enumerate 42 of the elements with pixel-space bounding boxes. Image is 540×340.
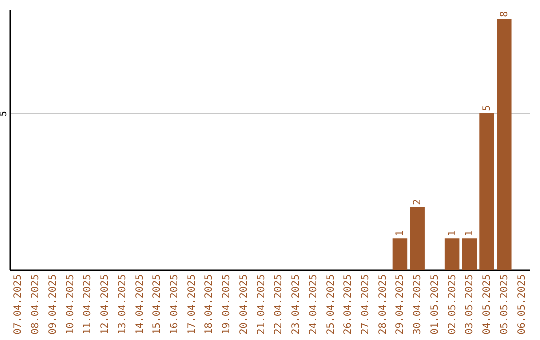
x-tick-label: 09.04.2025 xyxy=(48,274,59,335)
x-tick-label: 18.04.2025 xyxy=(204,274,216,335)
bar xyxy=(497,19,512,270)
bar xyxy=(392,238,408,270)
x-tick-label: 16.04.2025 xyxy=(170,274,181,335)
x-tick-label: 11.04.2025 xyxy=(82,274,94,335)
x-tick-label: 20.04.2025 xyxy=(238,274,250,335)
bar xyxy=(480,113,494,270)
x-tick-label: 08.04.2025 xyxy=(30,274,42,335)
x-tick-label: 27.04.2025 xyxy=(360,274,372,335)
x-tick-label: 13.04.2025 xyxy=(117,274,128,335)
x-tick-label: 21.04.2025 xyxy=(256,274,268,335)
x-tick-label: 29.04.2025 xyxy=(395,274,406,335)
x-tick-label: 12.04.2025 xyxy=(100,274,112,335)
x-tick-label: 01.05.2025 xyxy=(430,274,441,335)
data-label: 1 xyxy=(464,230,476,237)
x-tick-label: 25.04.2025 xyxy=(326,274,337,335)
x-tick-label: 24.04.2025 xyxy=(308,274,320,335)
data-label: 2 xyxy=(412,199,424,206)
x-tick-label: 22.04.2025 xyxy=(274,274,285,335)
x-tick-label: 28.04.2025 xyxy=(378,274,389,335)
data-label: 8 xyxy=(499,11,510,18)
data-label: 1 xyxy=(395,230,406,237)
x-tick-label: 05.05.2025 xyxy=(499,274,510,335)
x-tick-label: 02.05.2025 xyxy=(447,274,458,335)
x-tick-label: 10.04.2025 xyxy=(65,274,76,335)
x-tick-label: 17.04.2025 xyxy=(186,274,198,335)
data-label: 5 xyxy=(482,105,494,112)
data-label: 1 xyxy=(447,230,458,237)
x-tick-label: 30.04.2025 xyxy=(412,274,424,335)
x-tick-label: 19.04.2025 xyxy=(222,274,233,335)
x-tick-label: 14.04.2025 xyxy=(134,274,146,335)
x-tick-label: 15.04.2025 xyxy=(152,274,164,335)
x-tick-label: 26.04.2025 xyxy=(343,274,354,335)
x-tick-label: 23.04.2025 xyxy=(291,274,302,335)
x-tick-label: 07.04.2025 xyxy=(13,274,24,335)
x-tick-label: 04.05.2025 xyxy=(482,274,494,335)
bar xyxy=(410,207,425,270)
bar xyxy=(462,238,478,270)
bar xyxy=(444,238,460,270)
x-tick-label: 06.05.2025 xyxy=(516,274,528,335)
x-tick-label: 03.05.2025 xyxy=(464,274,476,335)
